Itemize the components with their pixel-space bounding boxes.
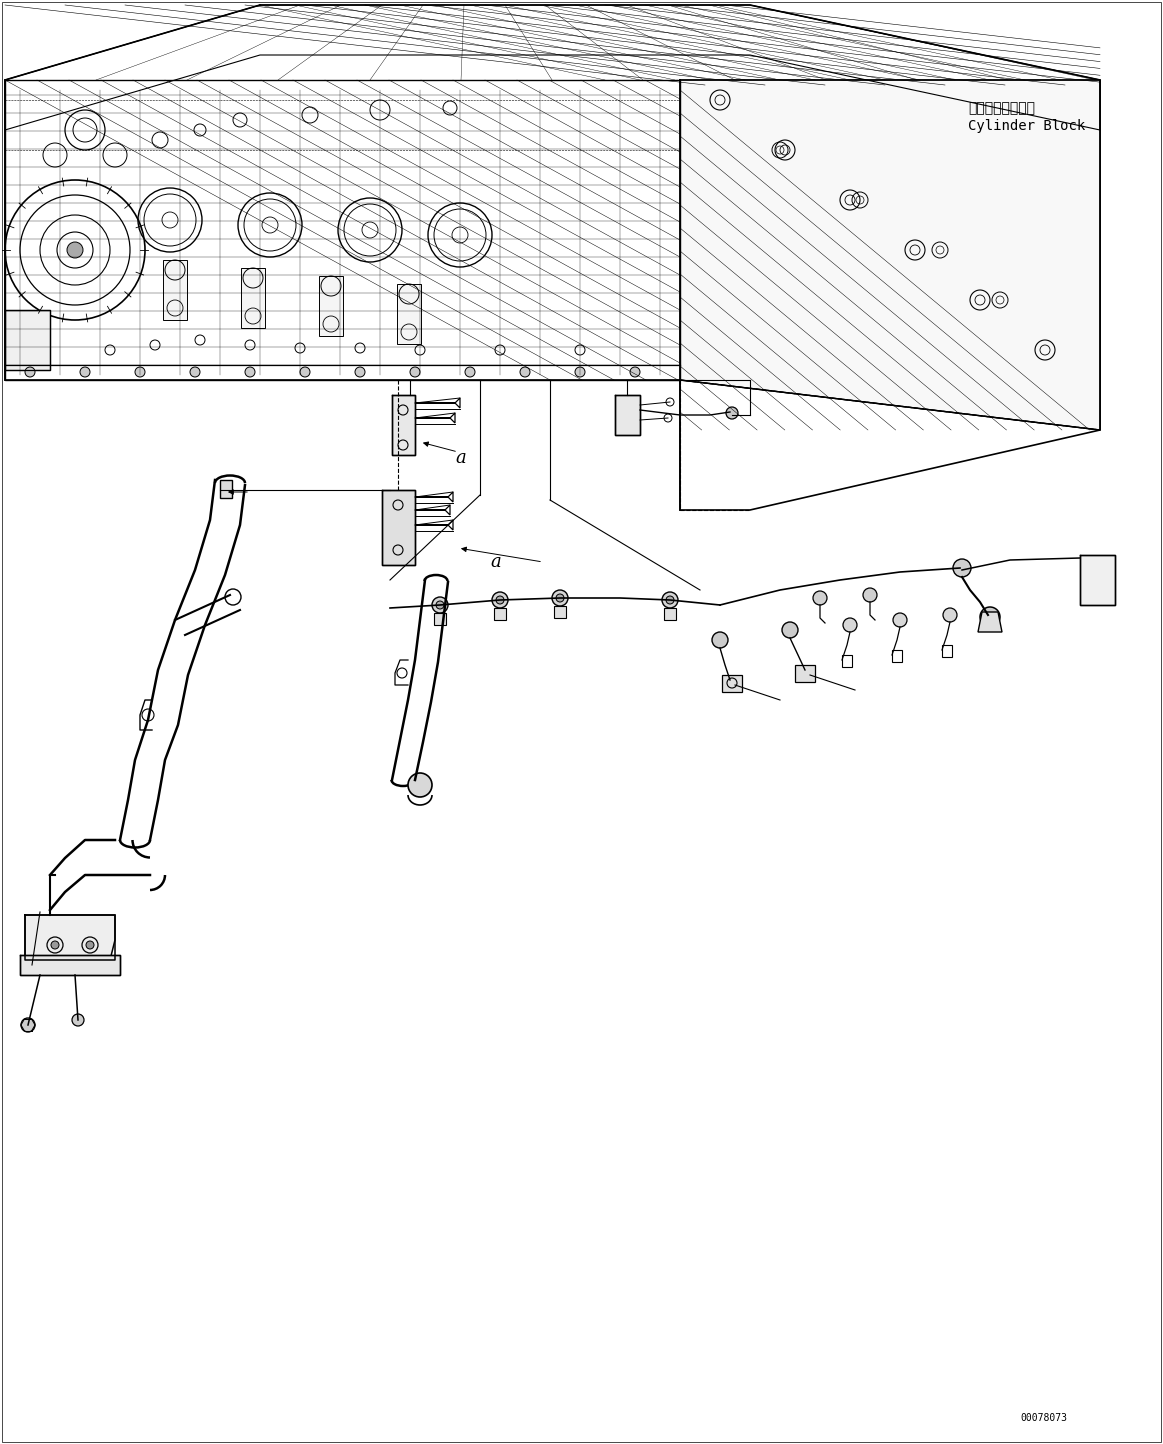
Polygon shape: [615, 396, 640, 435]
Circle shape: [408, 773, 431, 797]
Polygon shape: [241, 269, 265, 328]
Polygon shape: [319, 276, 343, 336]
Polygon shape: [20, 954, 120, 975]
Circle shape: [666, 596, 675, 604]
Circle shape: [495, 596, 504, 604]
Polygon shape: [494, 608, 506, 619]
Text: a: a: [455, 449, 465, 466]
Polygon shape: [434, 614, 445, 625]
Circle shape: [726, 407, 739, 419]
Circle shape: [952, 559, 971, 578]
Circle shape: [411, 367, 420, 377]
Polygon shape: [978, 612, 1003, 632]
Circle shape: [190, 367, 200, 377]
Circle shape: [51, 941, 59, 949]
Bar: [1080, 554, 1115, 605]
Polygon shape: [397, 284, 421, 344]
Text: a: a: [490, 553, 501, 570]
Text: シリンダブロック: シリンダブロック: [968, 101, 1035, 116]
Circle shape: [782, 622, 798, 638]
Circle shape: [72, 1014, 84, 1027]
Circle shape: [465, 367, 475, 377]
Polygon shape: [664, 608, 676, 619]
Circle shape: [813, 591, 827, 605]
Polygon shape: [795, 666, 815, 682]
Circle shape: [245, 367, 255, 377]
Circle shape: [712, 632, 728, 648]
Polygon shape: [722, 674, 742, 692]
Circle shape: [575, 367, 585, 377]
Polygon shape: [381, 490, 415, 565]
Circle shape: [556, 593, 564, 602]
Circle shape: [436, 601, 444, 609]
Text: Cylinder Block: Cylinder Block: [968, 118, 1085, 133]
Circle shape: [135, 367, 145, 377]
Circle shape: [300, 367, 311, 377]
Circle shape: [552, 591, 568, 606]
Polygon shape: [680, 79, 1100, 430]
Circle shape: [843, 618, 857, 632]
Circle shape: [21, 1018, 35, 1032]
Circle shape: [980, 606, 1000, 627]
Circle shape: [80, 367, 90, 377]
Bar: [220, 479, 231, 498]
Circle shape: [630, 367, 640, 377]
Circle shape: [863, 588, 877, 602]
Circle shape: [67, 243, 83, 258]
Circle shape: [355, 367, 365, 377]
Circle shape: [893, 614, 907, 627]
Circle shape: [86, 941, 94, 949]
Circle shape: [24, 367, 35, 377]
Polygon shape: [24, 915, 115, 960]
Circle shape: [492, 592, 508, 608]
Polygon shape: [554, 606, 566, 618]
Polygon shape: [163, 260, 187, 321]
Circle shape: [431, 596, 448, 614]
Circle shape: [943, 608, 957, 622]
Circle shape: [520, 367, 530, 377]
Polygon shape: [392, 396, 415, 455]
Circle shape: [662, 592, 678, 608]
Bar: [5, 310, 50, 370]
Text: 00078073: 00078073: [1020, 1414, 1066, 1422]
